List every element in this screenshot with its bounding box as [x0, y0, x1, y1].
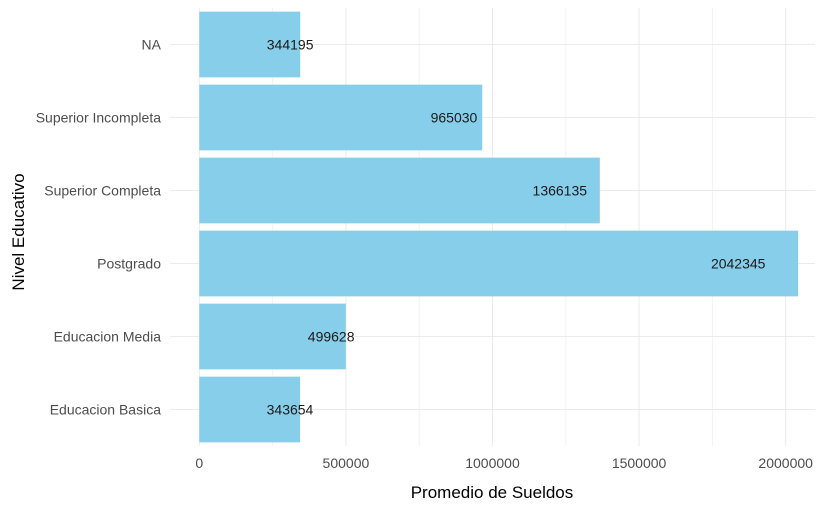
x-axis-tick-labels: 0 500000 1000000 1500000 2000000 [195, 455, 813, 471]
x-tick-label: 2000000 [758, 455, 813, 471]
y-tick-label: Superior Completa [44, 183, 161, 199]
y-axis-title: Nivel Educativo [9, 173, 28, 290]
x-tick-label: 1000000 [465, 455, 520, 471]
x-axis-title: Promedio de Sueldos [411, 483, 574, 502]
bar-value-label: 2042345 [711, 256, 766, 272]
bars [199, 11, 799, 443]
y-tick-label: Educacion Basica [50, 402, 162, 418]
x-tick-label: 0 [195, 455, 203, 471]
y-tick-label: NA [142, 37, 162, 53]
bar-value-label: 965030 [431, 110, 478, 126]
bar [199, 157, 600, 224]
y-tick-label: Educacion Media [54, 329, 162, 345]
minor-gridlines [272, 8, 713, 446]
y-tick-label: Postgrado [97, 256, 161, 272]
bar [199, 84, 483, 151]
bar-value-label: 1366135 [533, 183, 588, 199]
x-tick-label: 1500000 [612, 455, 667, 471]
x-tick-label: 500000 [323, 455, 370, 471]
bar [199, 376, 301, 443]
bar [199, 230, 799, 297]
y-axis-tick-labels: Educacion Basica Educacion Media Postgrado… [36, 37, 162, 418]
bar-value-label: 499628 [308, 329, 355, 345]
bar-value-labels: 343654 499628 2042345 1366135 965030 344195 [267, 37, 766, 418]
y-tick-label: Superior Incompleta [36, 110, 162, 126]
bar [199, 11, 301, 78]
bar-value-label: 343654 [267, 402, 314, 418]
bar-value-label: 344195 [267, 37, 314, 53]
bar [199, 303, 346, 370]
